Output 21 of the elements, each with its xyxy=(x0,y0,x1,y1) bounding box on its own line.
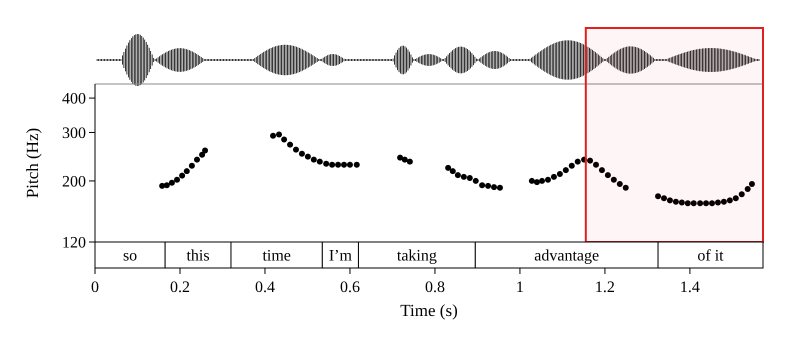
series-label: so xyxy=(122,248,138,265)
x-tick-label: 0.6 xyxy=(340,279,360,296)
y-tick-label: 300 xyxy=(62,125,86,142)
x-tick-label: 1 xyxy=(516,279,524,296)
series-label: of it xyxy=(697,248,724,265)
x-axis-title: Time (s) xyxy=(400,301,458,320)
x-tick-label: 1.4 xyxy=(680,279,700,296)
x-tick-label: 0 xyxy=(91,279,99,296)
x-tick-label: 0.8 xyxy=(424,279,445,296)
series-label: advantage xyxy=(534,248,600,265)
series-label: taking xyxy=(396,248,437,265)
x-tick-label: 0.2 xyxy=(170,279,190,296)
series-label: this xyxy=(186,248,210,265)
y-tick-label: 400 xyxy=(62,90,86,108)
x-tick-label: 0.4 xyxy=(254,279,275,296)
y-tick-label: 200 xyxy=(62,174,86,191)
y-tick-label: 120 xyxy=(62,234,86,252)
series-label: time xyxy=(262,248,291,265)
x-tick-label: 1.2 xyxy=(594,279,615,296)
y-axis-title: Pitch (Hz) xyxy=(23,128,42,198)
series-label: I’m xyxy=(328,248,352,265)
